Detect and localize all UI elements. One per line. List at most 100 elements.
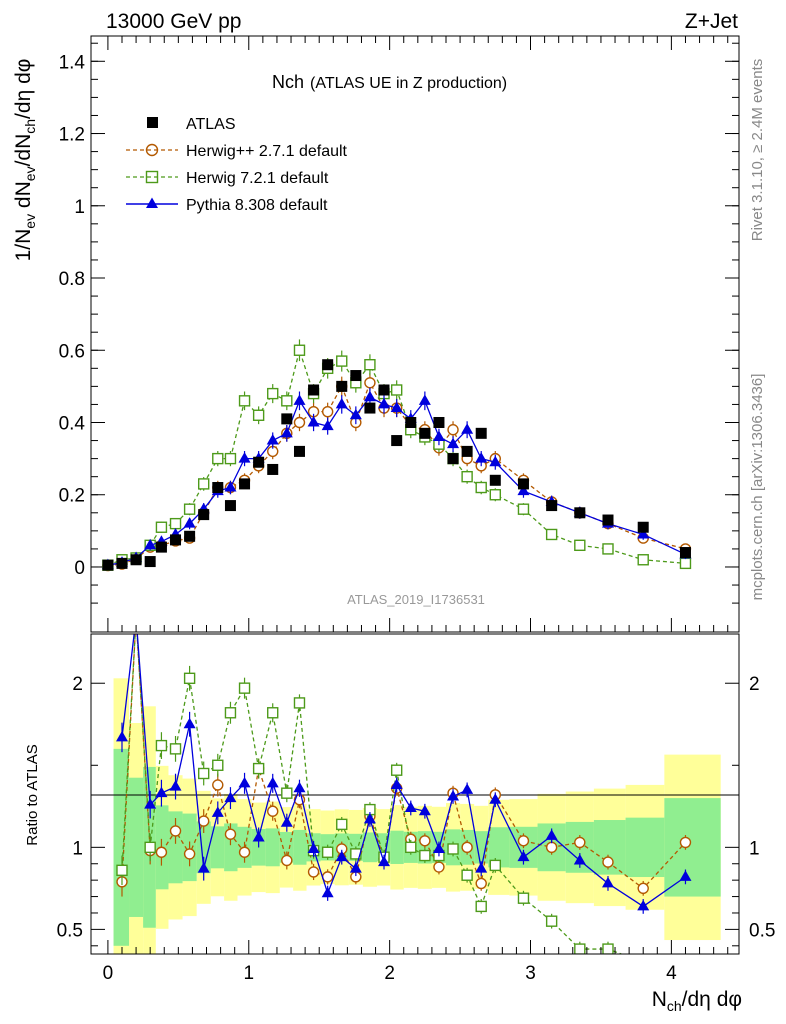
main-point-pythia xyxy=(432,430,445,441)
ratio-point-pythia xyxy=(390,778,403,789)
main-point-herwigpp xyxy=(364,377,376,389)
ratio-point-herwig7 xyxy=(131,613,141,623)
ratio-point-herwig7 xyxy=(197,767,210,780)
legend-herwigpp: Herwig++ 2.7.1 default xyxy=(126,143,348,160)
main-point-atlas xyxy=(308,384,320,396)
main-point-herwig7 xyxy=(679,557,692,570)
ratio-point-pythia xyxy=(573,853,586,865)
main-ytick-label: 0.8 xyxy=(59,269,85,290)
legend-atlas-marker xyxy=(147,117,158,128)
main-point-herwig7 xyxy=(364,359,376,371)
main-point-atlas xyxy=(679,547,691,559)
main-point-herwig7 xyxy=(489,489,501,501)
ratio-ticks: 0.5 0.5 1 1 2 2 0 1 2 3 4 xyxy=(57,674,776,984)
main-point-herwig7 xyxy=(461,470,473,483)
main-point-atlas xyxy=(198,509,210,521)
main-point-herwig7 xyxy=(475,481,487,494)
ratio-point-herwigpp xyxy=(183,848,196,860)
main-point-pythia xyxy=(238,452,251,463)
ratio-point-pythia xyxy=(169,780,182,791)
main-point-atlas xyxy=(116,557,128,569)
legend-atlas-label: ATLAS xyxy=(186,116,236,133)
main-point-atlas xyxy=(155,541,167,553)
ratio-point-pythia xyxy=(266,776,279,788)
ratio-point-herwig7 xyxy=(224,707,237,719)
ratio-point-herwig7 xyxy=(212,759,224,771)
ratio-point-pythia xyxy=(404,801,417,812)
main-point-atlas xyxy=(130,554,142,566)
band-inner xyxy=(210,826,225,869)
ratio-point-pythia xyxy=(307,842,320,853)
main-point-atlas xyxy=(281,413,293,425)
main-point-atlas xyxy=(253,456,265,468)
main-point-atlas xyxy=(350,370,362,382)
ratio-point-pythia xyxy=(335,850,348,862)
energy-label: 13000 GeV pp xyxy=(106,10,241,33)
ratio-point-pythia xyxy=(349,862,362,873)
ratio-point-pythia xyxy=(378,855,391,867)
main-ytick-label: 0.2 xyxy=(59,486,85,507)
ratio-point-pythia xyxy=(238,776,251,788)
ratio-point-pythia xyxy=(211,806,224,817)
main-point-atlas xyxy=(293,445,305,457)
main-point-atlas xyxy=(322,359,334,371)
ratio-ytick-label-right: 1 xyxy=(749,838,760,859)
ratio-point-pythia xyxy=(447,789,460,801)
band-inner xyxy=(488,827,510,868)
main-point-herwig7 xyxy=(183,503,196,515)
ratio-point-herwigpp xyxy=(155,846,168,858)
ratio-point-herwigpp xyxy=(281,854,293,867)
x-tick-label: 3 xyxy=(525,963,536,984)
ratio-point-pythia xyxy=(637,899,650,911)
band-inner xyxy=(293,829,307,865)
legend-herwigpp-label: Herwig++ 2.7.1 default xyxy=(186,143,348,160)
legend-atlas: ATLAS xyxy=(147,116,236,133)
ratio-point-pythia xyxy=(197,862,210,873)
ratio-point-pythia xyxy=(144,798,157,809)
main-point-atlas xyxy=(517,478,529,490)
legend-herwigpp-marker xyxy=(145,143,159,157)
ratio-point-herwig7 xyxy=(336,818,348,831)
main-point-atlas xyxy=(336,380,348,392)
main-point-pythia xyxy=(183,517,196,528)
main-point-pythia xyxy=(517,484,530,496)
main-point-atlas xyxy=(475,427,487,439)
ratio-point-herwig7 xyxy=(183,672,196,685)
ratio-point-pythia xyxy=(280,816,293,827)
band-inner xyxy=(129,777,144,917)
main-series xyxy=(101,339,692,572)
main-point-herwig7 xyxy=(602,543,614,555)
ratio-point-herwig7 xyxy=(602,943,614,954)
rivet-label: Rivet 3.1.10, ≥ 2.4M events xyxy=(749,59,766,242)
main-point-pythia xyxy=(280,426,293,438)
ratio-point-herwigpp xyxy=(679,836,692,849)
main-point-atlas xyxy=(170,534,182,546)
main-point-pythia xyxy=(321,419,334,431)
ratio-point-herwig7 xyxy=(321,846,334,858)
main-point-pythia xyxy=(224,481,237,492)
ratio-point-herwigpp xyxy=(212,779,224,791)
ratio-point-pythia xyxy=(115,730,128,742)
main-point-pythia xyxy=(378,397,391,409)
ratio-point-herwig7 xyxy=(144,841,156,854)
main-point-pythia xyxy=(307,415,320,427)
main-ticks: 0 0.2 0.4 0.6 0.8 1 1.2 1.4 xyxy=(59,36,739,632)
main-point-pythia xyxy=(475,452,488,463)
main-point-pythia xyxy=(637,527,650,539)
ratio-panel: 0.5 0.5 1 1 2 2 0 1 2 3 4 Ratio to ATLAS Nch/dη dφ xyxy=(24,613,776,1014)
band-inner xyxy=(362,832,377,863)
main-point-atlas xyxy=(447,453,459,465)
ratio-point-herwigpp xyxy=(637,882,649,895)
ratio-point-pythia xyxy=(183,717,196,729)
legend: ATLAS Herwig++ 2.7.1 default Herwig 7.2.… xyxy=(126,116,348,214)
main-point-atlas xyxy=(212,482,224,494)
process-label: Z+Jet xyxy=(685,10,738,33)
main-point-atlas xyxy=(391,435,403,447)
main-point-herwig7 xyxy=(545,528,558,541)
ratio-point-herwigpp xyxy=(307,866,320,878)
band-inner xyxy=(265,828,280,867)
ratio-point-herwigpp xyxy=(574,836,586,849)
main-point-atlas xyxy=(602,514,614,526)
main-point-herwig7 xyxy=(336,355,348,367)
